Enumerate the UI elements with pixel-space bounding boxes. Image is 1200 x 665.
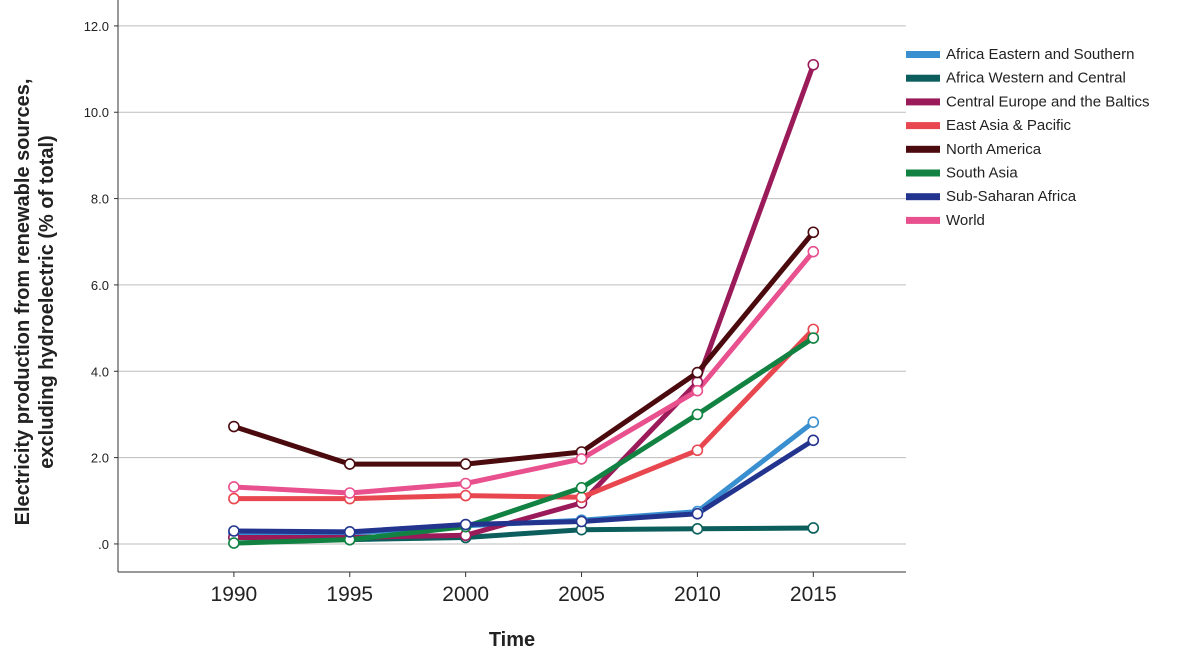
axes (117, 0, 906, 573)
data-point (691, 408, 704, 421)
data-point (691, 507, 704, 520)
legend-swatch (906, 98, 940, 106)
x-tick-labels: 1990 1995 2000 2005 2010 2015 (211, 572, 837, 606)
series-lines (231, 62, 816, 546)
legend-swatch (906, 122, 940, 130)
y-tick-label: 8.0 (91, 192, 109, 207)
data-point (807, 434, 820, 447)
series-line (231, 229, 816, 467)
data-point (691, 444, 704, 457)
y-axis-title-line-2: excluding hydroelectric (% of total) (36, 135, 58, 468)
data-point (807, 332, 820, 344)
legend-label: Central Europe and the Baltics (946, 93, 1149, 110)
x-tick-label: 1995 (326, 583, 373, 606)
y-tick-label: 2.0 (91, 451, 109, 466)
data-point (807, 58, 820, 71)
data-point (459, 477, 472, 490)
series-points (228, 58, 820, 549)
data-point (807, 416, 820, 429)
data-point (228, 492, 240, 505)
data-point (459, 458, 472, 470)
x-tick-label: 2015 (790, 583, 837, 606)
series-line (231, 335, 816, 546)
x-tick-label: 2000 (442, 583, 489, 606)
data-point (807, 522, 820, 534)
data-point (343, 526, 356, 538)
y-tick-labels: .0 2.0 4.0 6.0 8.0 10.0 12.0 (84, 19, 118, 552)
data-point (807, 226, 820, 239)
data-point (459, 489, 472, 502)
y-tick-label: .0 (98, 537, 109, 552)
legend-label: World (946, 212, 985, 229)
data-point (343, 458, 356, 470)
data-point (575, 515, 588, 528)
data-point (575, 491, 588, 504)
series-line (231, 437, 816, 535)
y-axis-title: Electricity production from renewable so… (12, 79, 58, 526)
series-line (231, 326, 816, 502)
data-point (691, 523, 704, 535)
legend: Africa Eastern and Southern Africa Wester… (906, 46, 1149, 229)
legend-label: Africa Western and Central (946, 70, 1126, 87)
legend-label: East Asia & Pacific (946, 117, 1072, 134)
series-line (231, 62, 816, 540)
y-tick-label: 10.0 (84, 105, 109, 120)
y-tick-label: 4.0 (91, 364, 109, 379)
data-point (343, 487, 356, 499)
data-point (691, 366, 704, 379)
grid-lines (118, 25, 906, 545)
series-line (231, 419, 816, 536)
x-tick-label: 2010 (674, 583, 721, 606)
data-point (459, 518, 472, 531)
legend-label: South Asia (946, 165, 1018, 182)
data-point (228, 525, 240, 537)
legend-swatch (906, 193, 940, 201)
legend-label: Africa Eastern and Southern (946, 46, 1134, 63)
y-tick-label: 6.0 (91, 278, 109, 293)
legend-label: North America (946, 141, 1042, 158)
y-axis-title-line-1: Electricity production from renewable so… (12, 79, 34, 526)
series-line (231, 249, 816, 496)
legend-swatch (906, 169, 940, 177)
legend-swatch (906, 51, 940, 58)
data-point (691, 384, 704, 397)
data-point (228, 537, 240, 549)
x-axis-title: Time (489, 629, 535, 651)
data-point (807, 245, 820, 258)
y-tick-label: 12.0 (84, 19, 109, 34)
data-point (228, 481, 240, 493)
legend-swatch (906, 74, 940, 82)
legend-swatch (906, 145, 940, 153)
legend-label: Sub-Saharan Africa (946, 188, 1077, 205)
legend-swatch (906, 216, 940, 224)
x-tick-label: 1990 (211, 583, 258, 606)
data-point (228, 420, 240, 433)
data-point (575, 453, 588, 465)
data-point (575, 482, 588, 494)
x-tick-label: 2005 (558, 583, 605, 606)
